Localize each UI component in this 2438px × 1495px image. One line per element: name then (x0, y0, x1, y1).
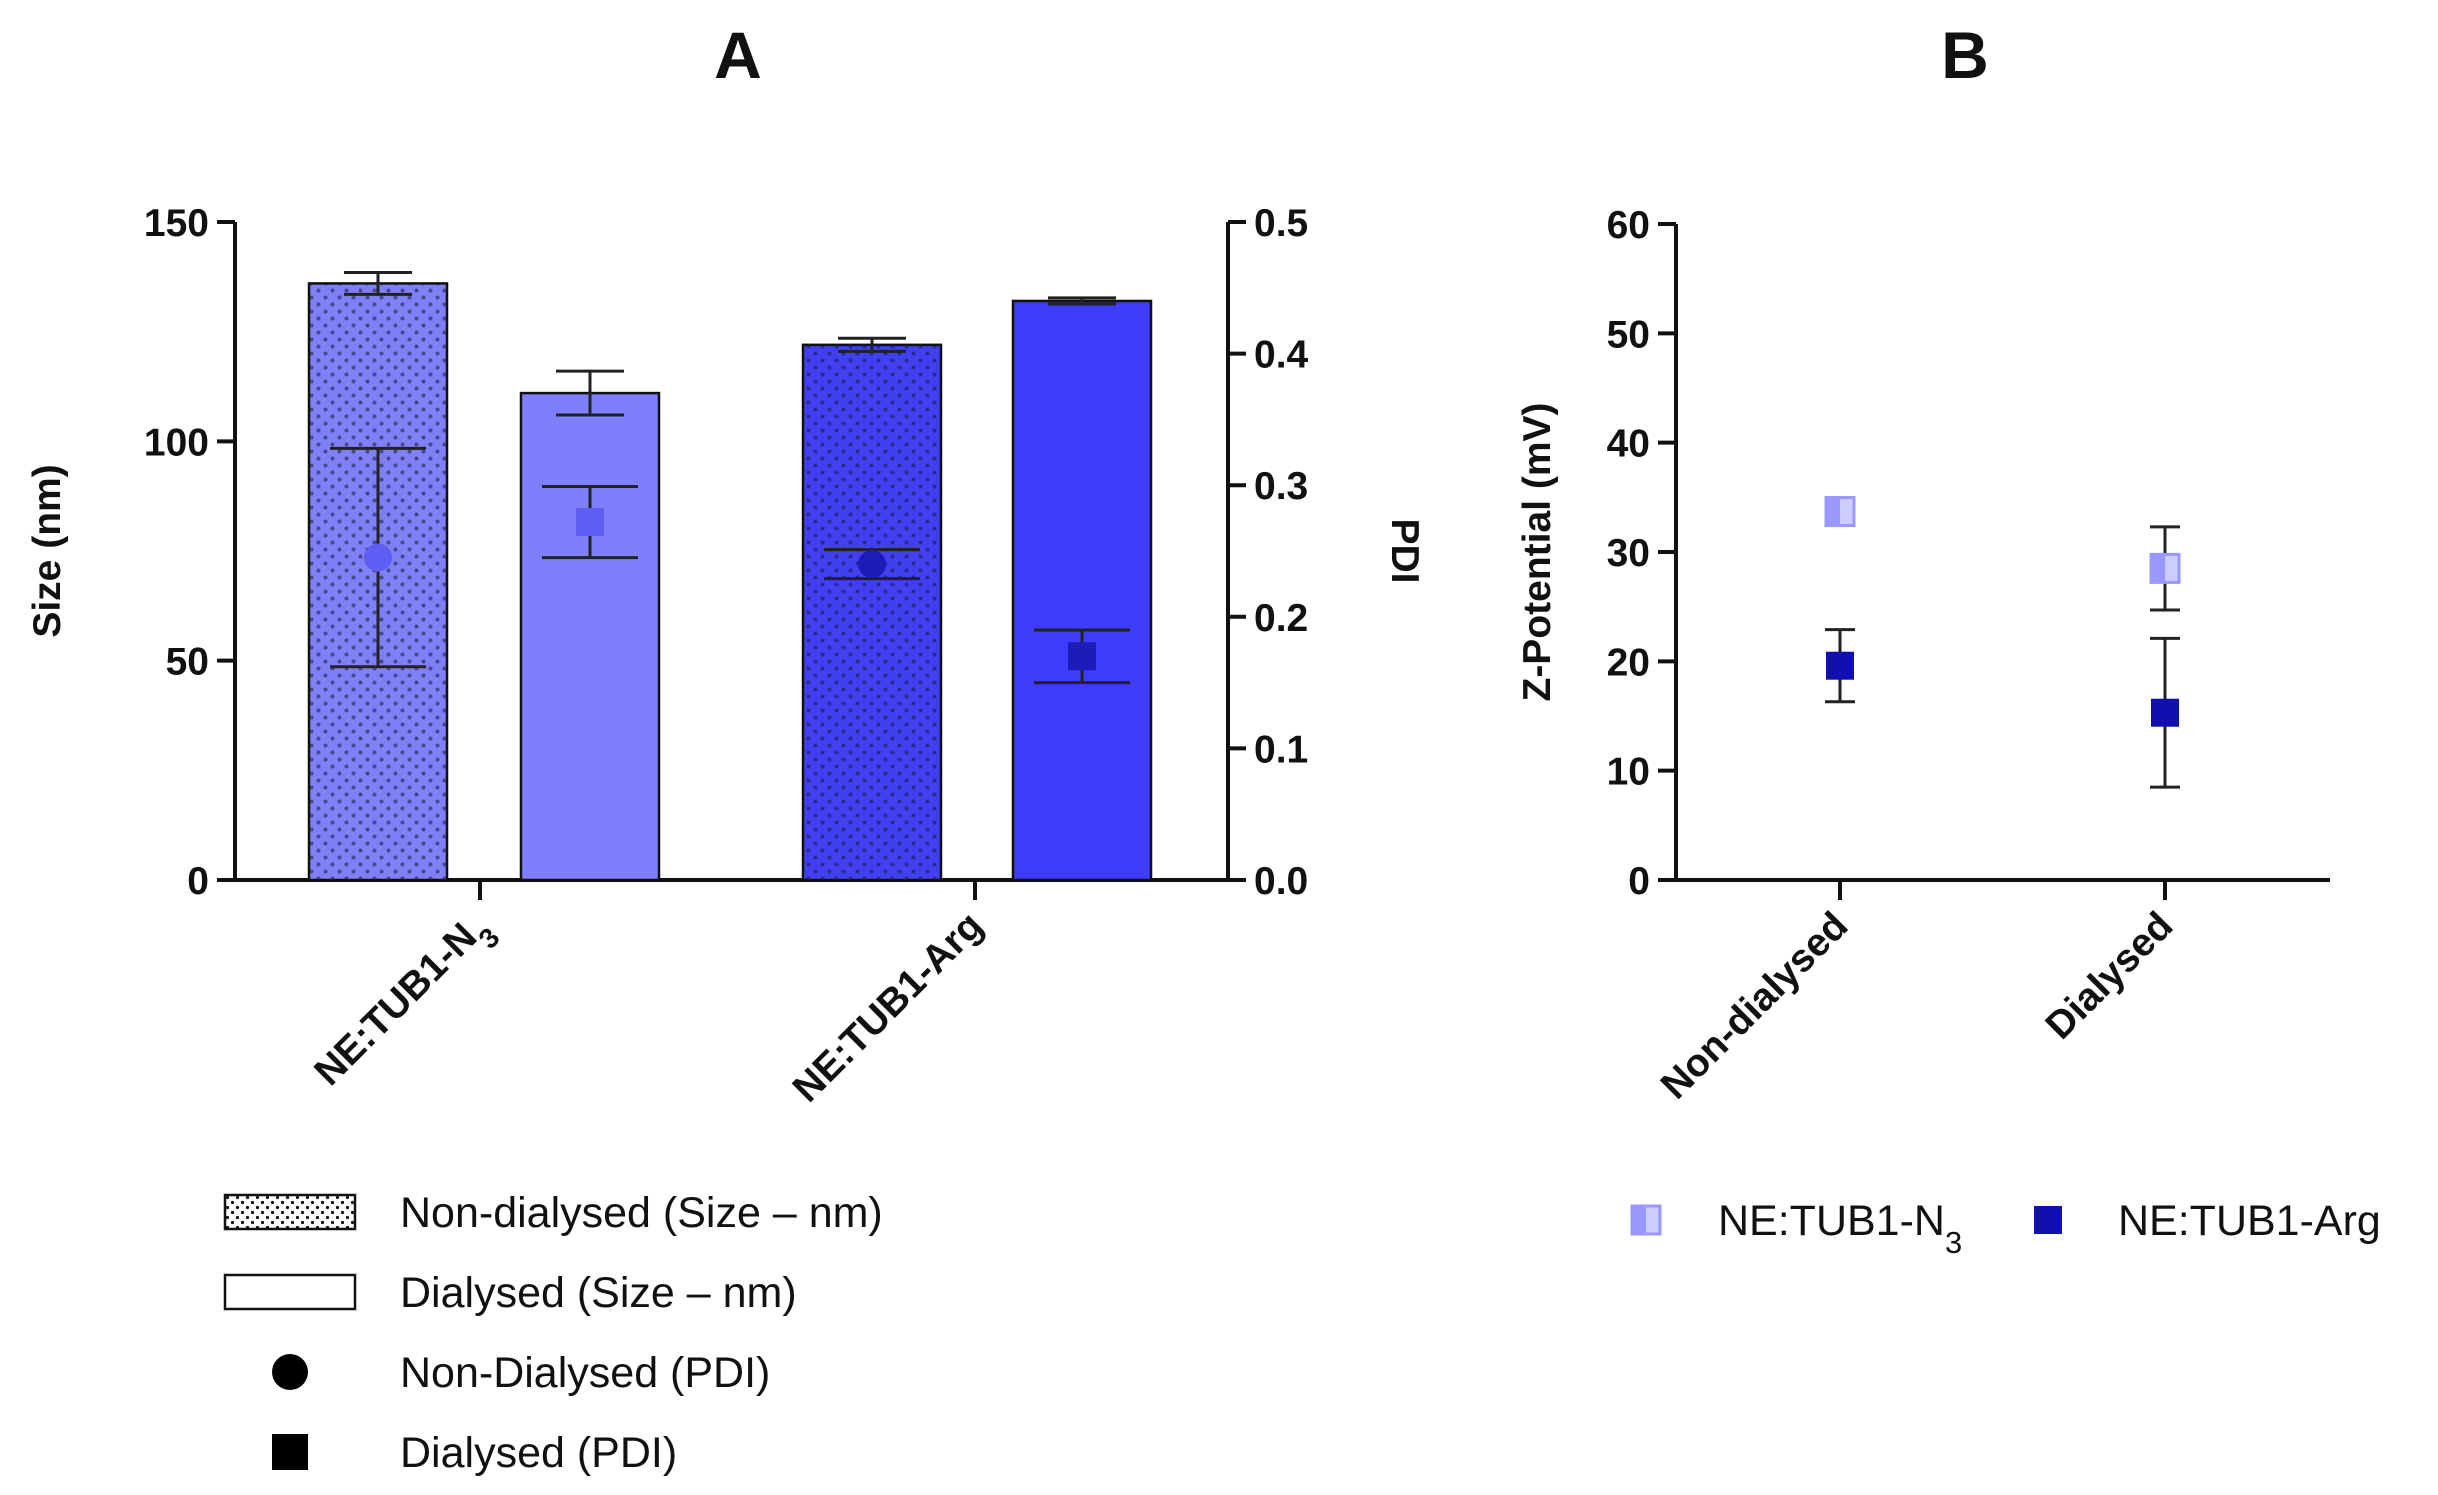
bar-dialysed-0 (519, 391, 661, 882)
y-tick-label-b-6: 60 (1607, 204, 1650, 247)
x-tick-label-b-1: Dialysed (2038, 904, 2182, 1048)
bar-pattern-1 (803, 344, 941, 880)
chart-a: 0 50 100 150 0.0 0.1 0.2 0.3 0.4 0.5 Size (nm) PDI N… (26, 202, 1426, 1477)
y-axis-b-label: Z-Potential (mV) (1516, 403, 1559, 702)
pdi-point-circle-0 (364, 543, 392, 572)
y-tick-label-b-3: 30 (1607, 532, 1650, 575)
legend-swatch-circle (272, 1354, 308, 1390)
panel-a-letter: A (714, 18, 762, 92)
zp-point-arg-0 (1826, 651, 1854, 680)
y-tick-label-left-3: 150 (144, 202, 209, 245)
y-axis-right-label: PDI (1383, 518, 1426, 583)
y-tick-label-b-1: 10 (1607, 751, 1650, 794)
y-tick-label-b-0: 0 (1628, 860, 1650, 903)
y-tick-label-right-2: 0.2 (1254, 597, 1308, 640)
x-tick-label-0: NE:TUB1-N3 (306, 904, 505, 1103)
y-tick-label-right-5: 0.5 (1254, 202, 1308, 245)
legend-swatch-solid (223, 1273, 357, 1311)
y-tick-label-left-2: 100 (144, 421, 209, 464)
legend-b-swatch-n3-half (1632, 1206, 1646, 1234)
zp-point-n3-half-1 (2151, 554, 2165, 583)
y-tick-label-left-1: 50 (166, 641, 209, 684)
x-tick-label-1: NE:TUB1-Arg (785, 904, 992, 1111)
legend-swatch-dotted (223, 1193, 357, 1231)
pdi-point-square-1 (1068, 642, 1096, 671)
y-tick-label-right-4: 0.4 (1254, 334, 1309, 377)
y-tick-label-right-1: 0.1 (1254, 728, 1308, 771)
y-tick-label-b-2: 20 (1607, 641, 1650, 684)
legend-b-label-n3: NE:TUB1-N3 (1718, 1197, 1962, 1260)
legend-label-3: Dialysed (PDI) (400, 1429, 677, 1477)
legend-label-1: Dialysed (Size – nm) (400, 1269, 797, 1317)
bar-dialysed-1 (1011, 299, 1153, 882)
chart-b: 0 10 20 30 40 50 60 Z-Potential (mV) Non-dialyse… (1516, 204, 2381, 1260)
legend-label-0: Non-dialysed (Size – nm) (400, 1189, 883, 1237)
legend-b: NE:TUB1-N3 NE:TUB1-Arg (1630, 1197, 2381, 1260)
x-tick-label-b-0: Non-dialysed (1653, 904, 1857, 1108)
pdi-point-square-0 (576, 508, 604, 537)
legend-swatch-square (272, 1434, 308, 1470)
legend-a: Non-dialysed (Size – nm) Dialysed (Size –… (223, 1189, 883, 1477)
legend-b-swatch-arg (2034, 1206, 2062, 1234)
zp-point-arg-1 (2151, 698, 2179, 727)
y-tick-label-right-0: 0.0 (1254, 860, 1308, 903)
legend-b-label-arg: NE:TUB1-Arg (2118, 1197, 2381, 1245)
panel-b-letter: B (1941, 18, 1989, 92)
y-tick-label-left-0: 0 (187, 860, 209, 903)
y-tick-label-right-3: 0.3 (1254, 465, 1308, 508)
y-axis-left-label: Size (nm) (26, 464, 69, 637)
y-tick-label-b-5: 50 (1607, 313, 1650, 356)
y-tick-label-b-4: 40 (1607, 423, 1650, 466)
zp-point-n3-half-0 (1826, 497, 1840, 526)
pdi-point-circle-1 (858, 550, 886, 579)
legend-label-2: Non-Dialysed (PDI) (400, 1349, 770, 1397)
